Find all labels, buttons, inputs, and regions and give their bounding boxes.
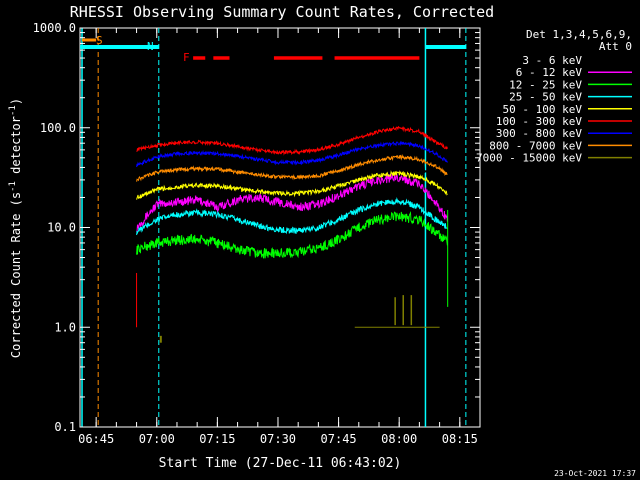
y-tick-label: 1.0 xyxy=(54,320,76,334)
series-line xyxy=(136,140,448,168)
series-line xyxy=(136,211,448,259)
chart-title: RHESSI Observing Summary Count Rates, Co… xyxy=(70,3,494,21)
series-line xyxy=(136,169,448,200)
series-line xyxy=(136,154,448,182)
series-layer xyxy=(136,125,449,343)
legend-header-line2: Att 0 xyxy=(599,40,632,53)
y-label-sup2: -1 xyxy=(8,105,18,116)
x-axis-label: Start Time (27-Dec-11 06:43:02) xyxy=(159,456,402,471)
y-axis-label: Corrected Count Rate (s-1 detector-1) xyxy=(8,98,23,358)
series-line xyxy=(136,173,448,232)
x-tick-label: 08:00 xyxy=(381,432,417,446)
y-label-main: Corrected Count Rate (s xyxy=(9,192,23,358)
saa-label: S xyxy=(96,34,103,47)
y-label-close: ) xyxy=(9,98,23,105)
x-tick-label: 07:45 xyxy=(321,432,357,446)
legend-label: 100 - 300 keV xyxy=(496,115,582,128)
legend-header-line1: Det 1,3,4,5,6,9, xyxy=(526,28,632,41)
x-tick-label: 08:15 xyxy=(442,432,478,446)
y-tick-label: 1000.0 xyxy=(33,21,76,35)
y-tick-label: 10.0 xyxy=(47,221,76,235)
x-tick-label: 07:00 xyxy=(139,432,175,446)
legend-label: 50 - 100 keV xyxy=(503,103,583,116)
status-bars xyxy=(80,28,467,427)
night-label: N xyxy=(147,40,154,53)
x-axis: 06:45 07:00 07:15 07:30 07:45 08:00 08:15 xyxy=(78,28,481,446)
x-tick-label: 06:45 xyxy=(78,432,114,446)
y-tick-label: 0.1 xyxy=(54,420,76,434)
legend-label: 25 - 50 keV xyxy=(509,91,582,104)
legend-label: 300 - 800 keV xyxy=(496,127,582,140)
x-tick-label: 07:30 xyxy=(260,432,296,446)
legend-label: 7000 - 15000 keV xyxy=(476,152,582,165)
legend-label: 12 - 25 keV xyxy=(509,78,582,91)
series-line xyxy=(136,197,448,236)
footer-timestamp: 23-Oct-2021 17:37 xyxy=(554,469,636,478)
y-label-tail: detector xyxy=(9,116,23,181)
series-line xyxy=(136,125,448,156)
legend-label: 3 - 6 keV xyxy=(522,54,582,67)
y-label-sup: -1 xyxy=(8,181,18,192)
y-axis: 0.1 1.0 10.0 100.0 1000.0 xyxy=(33,21,480,434)
y-tick-label: 100.0 xyxy=(40,121,76,135)
flare-label: F xyxy=(183,51,190,64)
legend-label: 800 - 7000 keV xyxy=(489,139,582,152)
x-tick-label: 07:15 xyxy=(199,432,235,446)
legend-label: 6 - 12 keV xyxy=(516,66,583,79)
